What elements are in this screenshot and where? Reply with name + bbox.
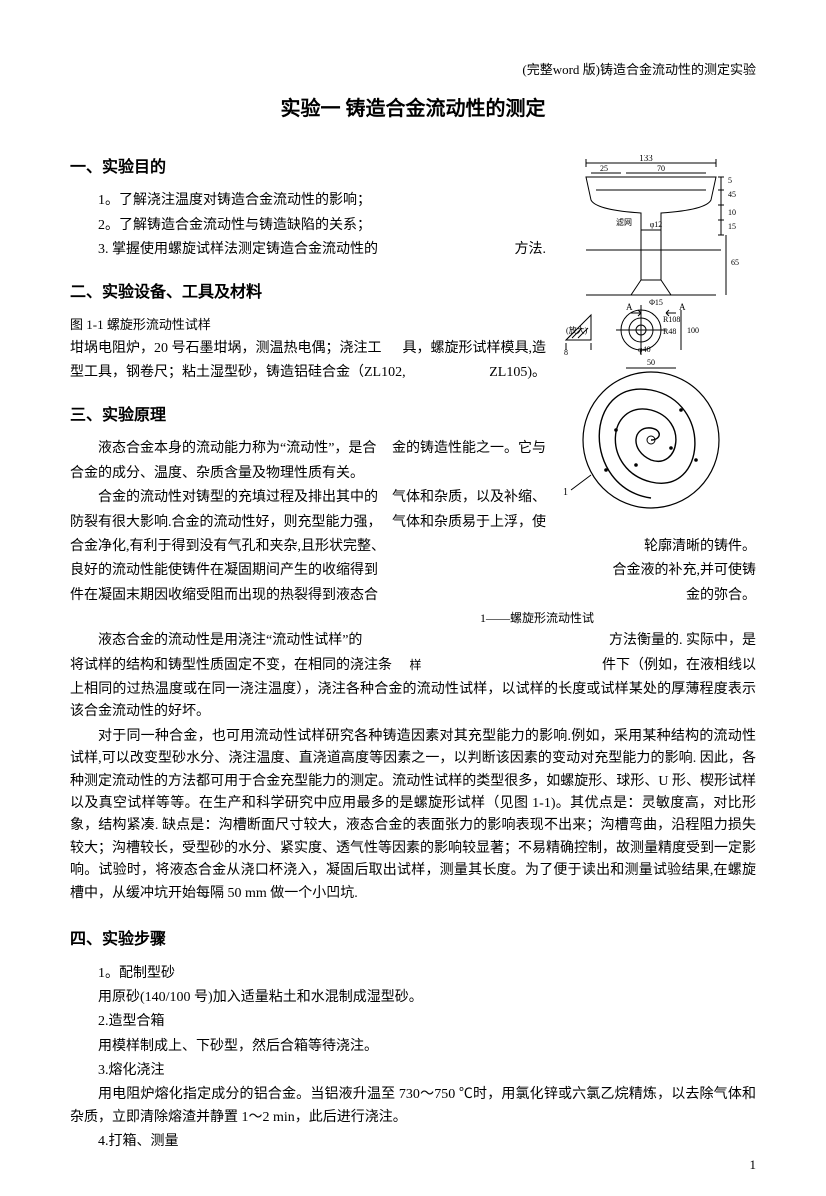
svg-text:Φ15: Φ15 xyxy=(649,298,663,307)
svg-text:1: 1 xyxy=(563,487,568,498)
svg-text:A: A xyxy=(626,302,633,312)
svg-text:R108: R108 xyxy=(663,315,680,324)
dim-label: 133 xyxy=(639,155,653,163)
s4-p4: 用模样制成上、下砂型，然后合箱等待浇注。 xyxy=(70,1036,756,1058)
svg-text:15: 15 xyxy=(728,222,736,231)
s4-p7: 4.打箱、测量 xyxy=(70,1131,756,1153)
svg-text:65: 65 xyxy=(731,258,739,267)
s3-p10: 对于同一种合金，也可用流动性试样研究各种铸造因素对其充型能力的影响.例如，采用某… xyxy=(70,726,756,905)
s4-p5: 3.熔化浇注 xyxy=(70,1060,756,1082)
svg-text:70: 70 xyxy=(657,164,665,173)
s3-p7: 液态合金的流动性是用浇注“流动性试样”的方法衡量的. 实际中，是 xyxy=(70,630,756,652)
svg-text:50: 50 xyxy=(647,358,655,367)
s3-p6: 件在凝固末期因收缩受阻而出现的热裂得到液态合金的弥合。 xyxy=(70,585,756,607)
s3-p5: 良好的流动性能使铸件在凝固期间产生的收缩得到合金液的补充,并可使铸 xyxy=(70,560,756,582)
svg-text:(放大): (放大) xyxy=(566,325,588,335)
figure-spiral: 133 25 70 5 45 10 15 滤网 φ xyxy=(556,155,756,525)
s3-fig-label-row: 1——螺旋形流动性试 xyxy=(70,609,756,628)
page-title: 实验一 铸造合金流动性的测定 xyxy=(70,93,756,125)
svg-text:5: 5 xyxy=(728,176,732,185)
svg-text:滤网: 滤网 xyxy=(616,217,632,227)
svg-text:φ40: φ40 xyxy=(638,345,651,354)
s4-p6: 用电阻炉熔化指定成分的铝合金。当铝液升温至 730～750 ℃时，用氯化锌或六氯… xyxy=(70,1084,756,1129)
s3-p9: 上相同的过热温度或在同一浇注温度），浇注各种合金的流动性试样，以试样的长度或试样… xyxy=(70,679,756,724)
s4-p3: 2.造型合箱 xyxy=(70,1011,756,1033)
s3-p8: 将试样的结构和铸型性质固定不变，在相同的浇注条 样 件下（例如，在液相线以 xyxy=(70,655,756,677)
page-number: 1 xyxy=(750,1155,757,1176)
svg-text:100: 100 xyxy=(687,326,699,335)
svg-text:45: 45 xyxy=(728,190,736,199)
section-4-heading: 四、实验步骤 xyxy=(70,927,756,953)
s4-p1: 1。配制型砂 xyxy=(70,963,756,985)
svg-text:10: 10 xyxy=(728,208,736,217)
s4-p2: 用原砂(140/100 号)加入适量粘土和水混制成湿型砂。 xyxy=(70,987,756,1009)
header-note: (完整word 版)铸造合金流动性的测定实验 xyxy=(70,60,756,81)
svg-text:R48: R48 xyxy=(663,327,676,336)
svg-text:A: A xyxy=(679,302,686,312)
s3-p4: 合金净化,有利于得到没有气孔和夹杂,且形状完整、轮廓清晰的铸件。 xyxy=(70,536,756,558)
svg-text:φ12: φ12 xyxy=(650,220,663,229)
svg-text:25: 25 xyxy=(600,164,608,173)
